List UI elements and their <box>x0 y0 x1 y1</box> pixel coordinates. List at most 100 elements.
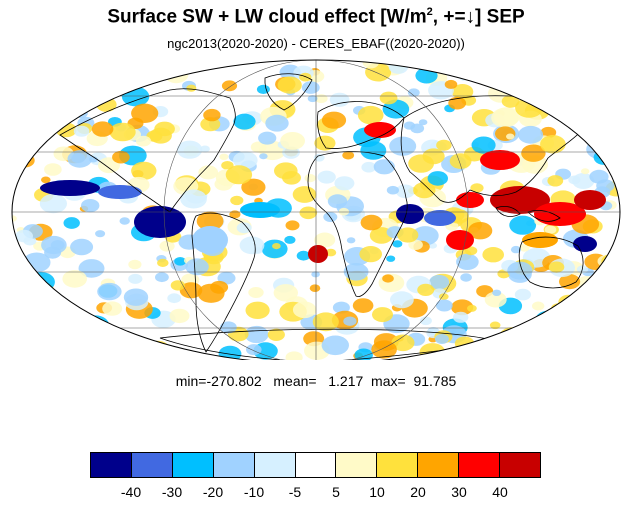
field-feature <box>396 204 424 224</box>
field-patch <box>496 80 510 90</box>
field-patch <box>86 91 103 103</box>
colorbar-tick-label: 40 <box>492 484 508 500</box>
field-feature <box>240 202 280 218</box>
field-patch <box>417 283 435 296</box>
field-patch <box>448 96 467 110</box>
field-patch <box>422 148 445 165</box>
field-patch <box>510 245 522 254</box>
field-patch <box>112 150 130 164</box>
field-patch <box>48 60 69 70</box>
colorbar-swatch <box>91 453 132 477</box>
field-patch <box>312 312 339 332</box>
field-patch <box>501 95 520 108</box>
field-patch <box>583 61 607 78</box>
field-patch <box>74 108 88 119</box>
map-outline <box>11 59 621 360</box>
gridline-meridian-90 <box>163 60 469 360</box>
field-patch <box>272 243 281 250</box>
field-patch <box>311 271 320 278</box>
field-patch <box>583 324 608 342</box>
field-patch <box>489 321 501 330</box>
field-patch <box>39 193 67 214</box>
field-patch <box>434 334 449 344</box>
plot-subtitle: ngc2013(2020-2020) - CERES_EBAF((2020-20… <box>167 36 465 51</box>
field-patch <box>332 301 350 314</box>
field-feature <box>480 150 520 170</box>
field-patch <box>602 128 620 147</box>
field-patch <box>608 313 618 320</box>
field-patch <box>277 76 302 94</box>
field-patch <box>386 185 399 195</box>
field-patch <box>597 85 607 92</box>
field-patch <box>568 175 581 185</box>
colorbar-swatch <box>336 453 378 477</box>
field-patch <box>67 150 92 168</box>
field-patch <box>548 261 565 273</box>
field-patch <box>133 340 159 360</box>
field-patch <box>304 174 316 183</box>
field-feature <box>534 202 586 226</box>
colorbar-tick-label: -10 <box>243 484 265 500</box>
field-feature <box>308 245 328 263</box>
field-patch <box>343 316 357 326</box>
field-patch <box>453 311 469 323</box>
field-patch <box>84 74 93 81</box>
field-patch <box>469 342 492 359</box>
field-patch <box>538 72 552 83</box>
field-feature <box>364 122 396 138</box>
field-patch <box>392 240 403 248</box>
coast-greenland <box>264 73 313 111</box>
field-patch <box>123 288 149 306</box>
field-patch <box>373 159 395 175</box>
colorbar-tick-label: -5 <box>288 484 302 500</box>
field-patch <box>454 336 475 351</box>
field-patch <box>179 282 203 299</box>
field-patch <box>419 316 432 326</box>
field-patch <box>73 125 90 137</box>
field-patch <box>233 151 258 169</box>
field-patch <box>229 210 241 219</box>
field-patch <box>315 94 328 104</box>
field-patch <box>239 236 265 255</box>
title-main: Surface SW + LW cloud effect [W/m <box>107 6 427 28</box>
field-patch <box>91 328 109 341</box>
field-patch <box>352 298 374 313</box>
field-patch <box>198 165 219 180</box>
field-patch <box>91 121 114 137</box>
field-patch <box>471 136 496 154</box>
field-patch <box>567 300 579 309</box>
plot-title: Surface SW + LW cloud effect [W/m2, +=↓]… <box>0 6 632 28</box>
field-patch <box>562 60 589 78</box>
field-patch <box>97 282 122 301</box>
field-feature <box>573 236 597 252</box>
field-patch <box>15 229 33 243</box>
field-patch <box>386 255 396 262</box>
field-feature <box>98 185 142 199</box>
field-patch <box>540 135 566 154</box>
field-patch <box>357 105 384 125</box>
field-patch <box>491 107 519 128</box>
colorbar-swatch <box>213 453 255 477</box>
field-patch <box>230 195 244 206</box>
field-patch <box>12 123 23 130</box>
field-patch <box>155 272 169 283</box>
coast-africa <box>307 151 408 297</box>
field-patch <box>403 121 416 130</box>
field-patch <box>72 104 85 113</box>
field-feature <box>134 206 186 238</box>
field-patch <box>397 227 419 243</box>
field-patch <box>197 283 225 303</box>
field-patch <box>507 261 533 280</box>
field-patch <box>220 321 237 334</box>
field-patch <box>142 63 152 71</box>
field-patch <box>245 301 270 319</box>
field-patch <box>436 139 452 151</box>
field-patch <box>284 235 296 244</box>
field-patch <box>131 103 159 124</box>
field-patch <box>389 136 417 156</box>
field-patch <box>146 130 163 142</box>
field-patch <box>301 81 320 94</box>
field-feature <box>490 186 550 214</box>
field-patch <box>128 259 142 270</box>
field-patch <box>559 274 581 290</box>
